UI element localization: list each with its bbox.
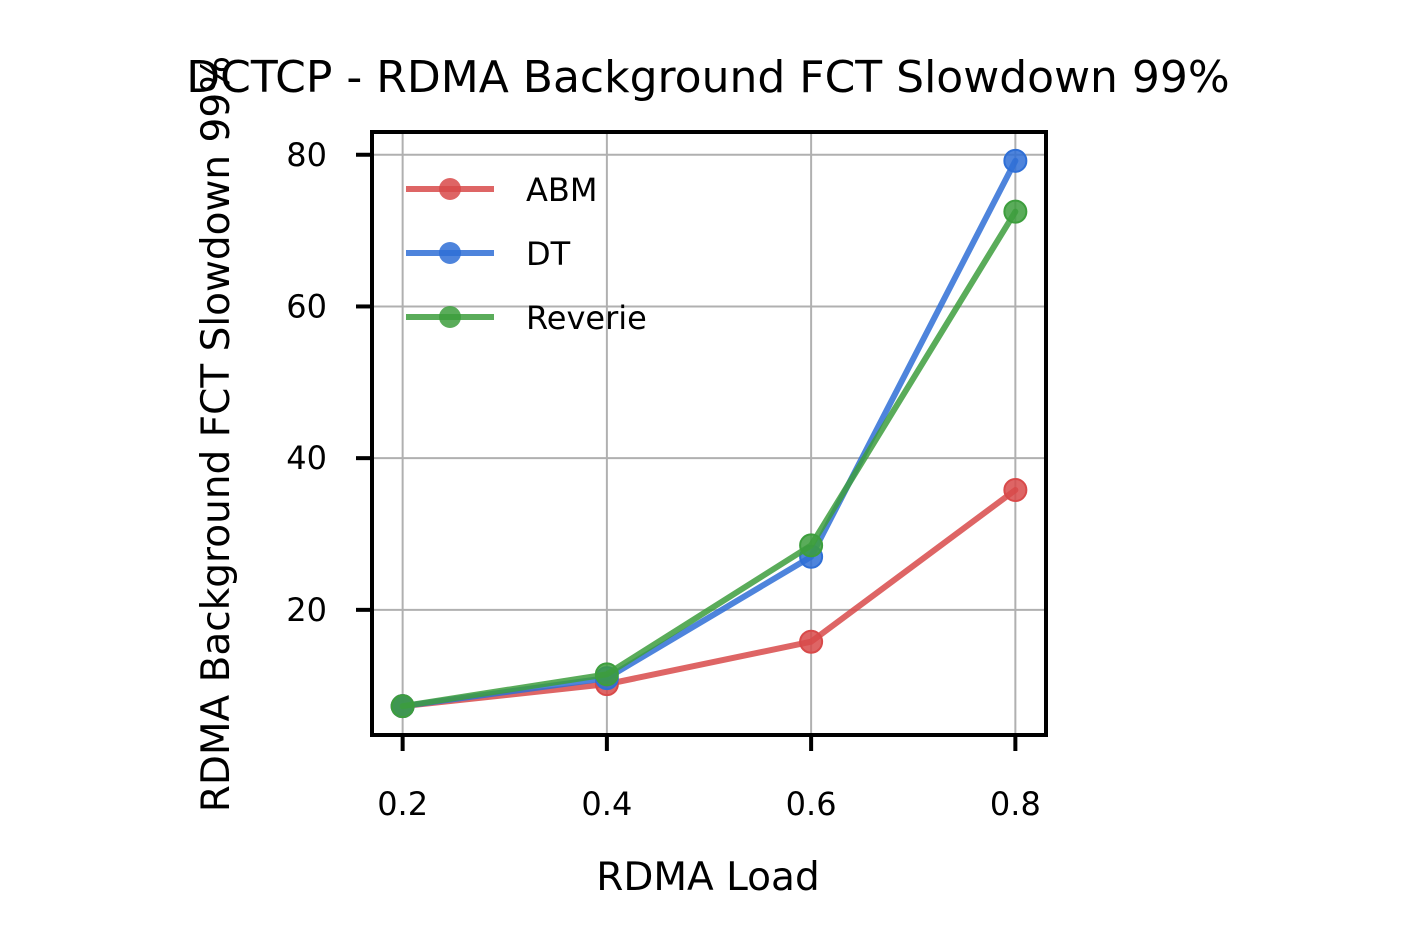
series-line: [399, 208, 1019, 710]
x-tick-label: 0.4: [581, 785, 632, 823]
data-point: [1003, 478, 1028, 503]
data-point: [1003, 199, 1028, 224]
series-dt: [390, 148, 1028, 719]
legend-label: Reverie: [526, 299, 647, 337]
y-tick-label: 40: [286, 439, 327, 477]
legend-marker: [439, 242, 461, 264]
legend-label: DT: [526, 235, 571, 273]
chart-title: DCTCP - RDMA Background FCT Slowdown 99%: [186, 52, 1229, 103]
legend: ABM DT Reverie: [406, 171, 647, 337]
series-line: [399, 487, 1019, 710]
data-point: [799, 629, 824, 654]
series-line: [399, 157, 1019, 710]
x-tick-label: 0.2: [377, 785, 428, 823]
legend-item-dt: DT: [406, 235, 571, 273]
data-point: [594, 662, 619, 687]
legend-marker: [439, 306, 461, 328]
x-tick-label: 0.6: [786, 785, 837, 823]
x-axis: 0.2 0.4 0.6 0.8: [377, 735, 1041, 823]
x-tick-label: 0.8: [990, 785, 1041, 823]
y-axis: 20 40 60 80: [286, 136, 372, 629]
data-point: [1003, 148, 1028, 173]
y-tick-label: 60: [286, 287, 327, 325]
data-point: [390, 694, 415, 719]
series-layer: [390, 148, 1028, 719]
y-tick-label: 20: [286, 591, 327, 629]
series-abm: [390, 478, 1028, 719]
legend-item-reverie: Reverie: [406, 299, 647, 337]
y-tick-label: 80: [286, 136, 327, 174]
gridlines: [372, 132, 1046, 735]
legend-item-abm: ABM: [406, 171, 597, 209]
y-axis-title: RDMA Background FCT Slowdown 99%: [194, 56, 239, 812]
x-axis-title: RDMA Load: [596, 855, 819, 900]
plot-frame: [370, 130, 1048, 737]
series-reverie: [390, 199, 1028, 719]
legend-marker: [439, 178, 461, 200]
legend-label: ABM: [526, 171, 597, 209]
data-point: [799, 533, 824, 558]
